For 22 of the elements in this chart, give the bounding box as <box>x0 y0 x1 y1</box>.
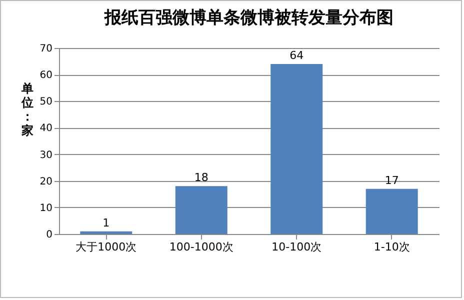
chart-title: 报纸百强微博单条微博被转发量分布图 <box>104 8 394 28</box>
x-tick-label: 100-1000次 <box>169 240 234 254</box>
x-tick-label: 大于1000次 <box>76 240 137 254</box>
data-label: 1 <box>102 216 110 230</box>
y-tick-label: 60 <box>40 70 52 82</box>
bar <box>366 188 418 234</box>
data-label: 64 <box>290 48 304 62</box>
x-tick-label: 1-10次 <box>374 240 410 254</box>
y-tick-label: 50 <box>40 96 52 108</box>
y-tick-label: 70 <box>40 44 52 54</box>
y-tick-label: 30 <box>40 150 52 161</box>
data-label: 17 <box>384 174 399 187</box>
bar <box>80 231 132 234</box>
y-tick-label: 0 <box>46 230 52 240</box>
bar <box>175 186 228 234</box>
data-label: 18 <box>194 171 208 184</box>
bar <box>270 64 323 234</box>
y-tick-label: 10 <box>40 202 52 214</box>
y-tick-label: 40 <box>40 123 52 134</box>
y-tick-label: 20 <box>40 176 52 188</box>
y-axis-title: 单位：家 <box>20 82 34 138</box>
x-tick-label: 10-100次 <box>272 240 322 254</box>
